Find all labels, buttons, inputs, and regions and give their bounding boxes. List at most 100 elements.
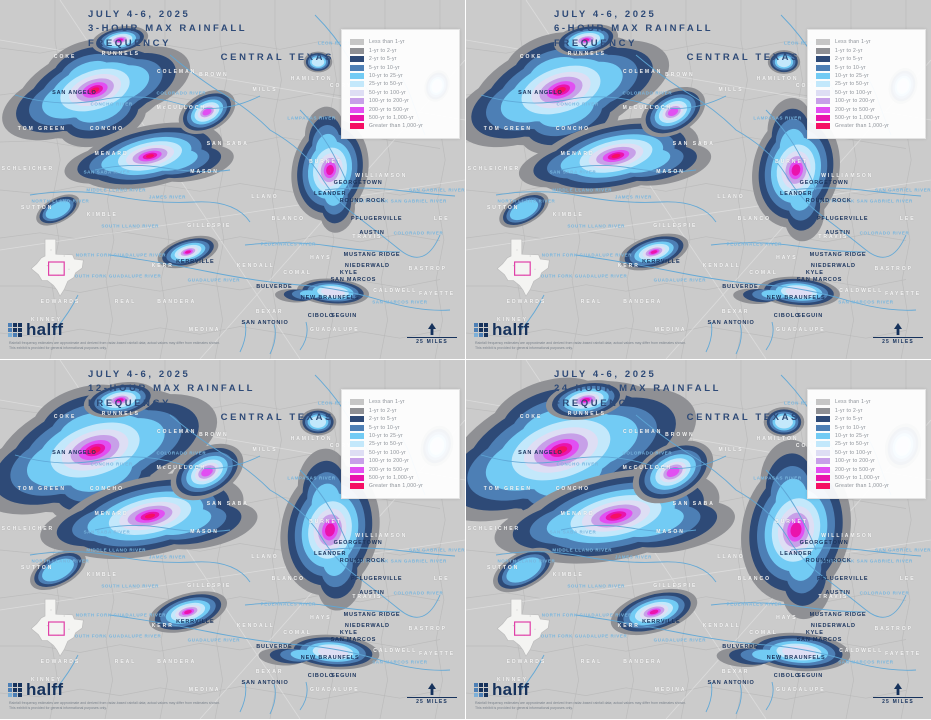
- legend-swatch: [350, 407, 364, 414]
- halff-logo-text: halff: [26, 680, 64, 699]
- panel-title: JULY 4-6, 2025 6-HOUR MAX RAINFALL FREQU…: [554, 8, 800, 65]
- halff-logo: halff: [474, 321, 529, 338]
- logo-square: [18, 327, 22, 332]
- logo-square: [18, 332, 22, 337]
- scale-bar: 25 MILES: [873, 323, 923, 345]
- logo-square: [479, 332, 483, 337]
- legend-row: 5-yr to 10-yr: [350, 64, 451, 71]
- logo-square: [479, 682, 483, 687]
- logo-square: [484, 692, 488, 697]
- logo-square: [474, 687, 478, 692]
- legend-swatch: [350, 441, 364, 448]
- legend-row: 500-yr to 1,000-yr: [350, 474, 451, 481]
- legend-row: 200-yr to 500-yr: [816, 106, 917, 113]
- title-region: CENTRAL TEXAS: [220, 411, 334, 423]
- map-panel-6-hour: COKERUNNELSCOLEMANBROWNMILLSHAMILTONCORY…: [466, 0, 931, 359]
- texas-outline: [496, 238, 550, 297]
- legend-label: 100-yr to 200-yr: [835, 98, 876, 105]
- legend-label: 25-yr to 50-yr: [835, 81, 869, 88]
- texas-outline: [496, 598, 550, 657]
- rainfall-raster: [466, 360, 931, 719]
- legend-swatch: [816, 47, 830, 54]
- legend-swatch: [816, 123, 830, 130]
- rainfall-raster: [466, 0, 931, 359]
- logo-square: [8, 687, 12, 692]
- north-arrow-icon: [894, 323, 902, 335]
- legend-label: 100-yr to 200-yr: [369, 458, 410, 465]
- legend-swatch: [350, 64, 364, 71]
- texas-inset-map: [30, 598, 84, 657]
- disclaimer-text: Rainfall frequency estimates are approxi…: [475, 340, 687, 350]
- title-main: 24-HOUR MAX RAINFALL FREQUENCY: [554, 383, 721, 409]
- legend-label: 200-yr to 500-yr: [369, 466, 410, 473]
- logo-square: [484, 332, 488, 337]
- legend-row: 1-yr to 2-yr: [816, 47, 917, 54]
- legend-swatch: [350, 81, 364, 88]
- logo-square: [484, 687, 488, 692]
- legend-label: 200-yr to 500-yr: [835, 106, 876, 113]
- halff-logo-grid-icon: [474, 322, 488, 337]
- legend-label: 10-yr to 25-yr: [835, 72, 869, 79]
- legend-row: 200-yr to 500-yr: [816, 466, 917, 473]
- title-date: JULY 4-6, 2025: [554, 369, 657, 380]
- legend-label: 50-yr to 100-yr: [369, 449, 407, 456]
- legend-row: Less than 1-yr: [816, 39, 917, 46]
- legend-label: 25-yr to 50-yr: [369, 81, 403, 88]
- legend-label: 1-yr to 2-yr: [835, 407, 863, 414]
- halff-logo-grid-icon: [8, 322, 22, 337]
- legend-row: 5-yr to 10-yr: [816, 64, 917, 71]
- scale-bar: 25 MILES: [407, 683, 457, 705]
- legend-swatch: [350, 449, 364, 456]
- halff-logo-text: halff: [492, 320, 530, 339]
- legend-swatch: [350, 474, 364, 481]
- map-panel-24-hour: COKERUNNELSCOLEMANBROWNMILLSHAMILTONCORY…: [466, 360, 931, 719]
- legend-row: 25-yr to 50-yr: [350, 81, 451, 88]
- legend-row: 1-yr to 2-yr: [816, 407, 917, 414]
- legend-swatch: [816, 458, 830, 465]
- legend-row: 50-yr to 100-yr: [816, 89, 917, 96]
- legend-swatch: [350, 47, 364, 54]
- logo-square: [18, 682, 22, 687]
- legend-swatch: [816, 407, 830, 414]
- legend-row: 100-yr to 200-yr: [816, 458, 917, 465]
- legend-swatch: [816, 114, 830, 121]
- legend-label: 10-yr to 25-yr: [835, 432, 869, 439]
- legend-label: Less than 1-yr: [835, 399, 871, 406]
- legend-swatch: [816, 39, 830, 46]
- legend-swatch: [350, 483, 364, 490]
- logo-square: [474, 322, 478, 327]
- scale-bar-label: 25 MILES: [882, 339, 914, 345]
- logo-square: [8, 332, 12, 337]
- legend-label: 5-yr to 10-yr: [369, 64, 400, 71]
- legend-row: 50-yr to 100-yr: [816, 449, 917, 456]
- scale-bar-label: 25 MILES: [416, 699, 448, 705]
- legend-row: 100-yr to 200-yr: [816, 98, 917, 105]
- title-region: CENTRAL TEXAS: [220, 51, 334, 63]
- title-main: 12-HOUR MAX RAINFALL FREQUENCY: [88, 383, 255, 409]
- legend-swatch: [816, 416, 830, 423]
- legend-swatch: [350, 432, 364, 439]
- logo-square: [474, 682, 478, 687]
- logo-square: [474, 692, 478, 697]
- legend-swatch: [816, 106, 830, 113]
- scale-bar-line: [407, 337, 457, 338]
- disclaimer-text: Rainfall frequency estimates are approxi…: [9, 340, 221, 350]
- legend-label: 5-yr to 10-yr: [835, 64, 866, 71]
- legend-row: 50-yr to 100-yr: [350, 89, 451, 96]
- legend-label: Less than 1-yr: [369, 39, 405, 46]
- legend-label: 2-yr to 5-yr: [369, 56, 397, 63]
- legend-swatch: [350, 399, 364, 406]
- logo-square: [479, 322, 483, 327]
- title-main: 3-HOUR MAX RAINFALL FREQUENCY: [88, 23, 248, 49]
- legend-row: 2-yr to 5-yr: [350, 416, 451, 423]
- logo-square: [13, 332, 17, 337]
- legend-row: 500-yr to 1,000-yr: [350, 114, 451, 121]
- legend-row: 10-yr to 25-yr: [350, 432, 451, 439]
- legend-row: 500-yr to 1,000-yr: [816, 474, 917, 481]
- logo-square: [8, 322, 12, 327]
- legend-row: 10-yr to 25-yr: [350, 72, 451, 79]
- texas-inset-map: [496, 598, 550, 657]
- legend-row: 10-yr to 25-yr: [816, 72, 917, 79]
- legend-label: Greater than 1,000-yr: [369, 483, 424, 490]
